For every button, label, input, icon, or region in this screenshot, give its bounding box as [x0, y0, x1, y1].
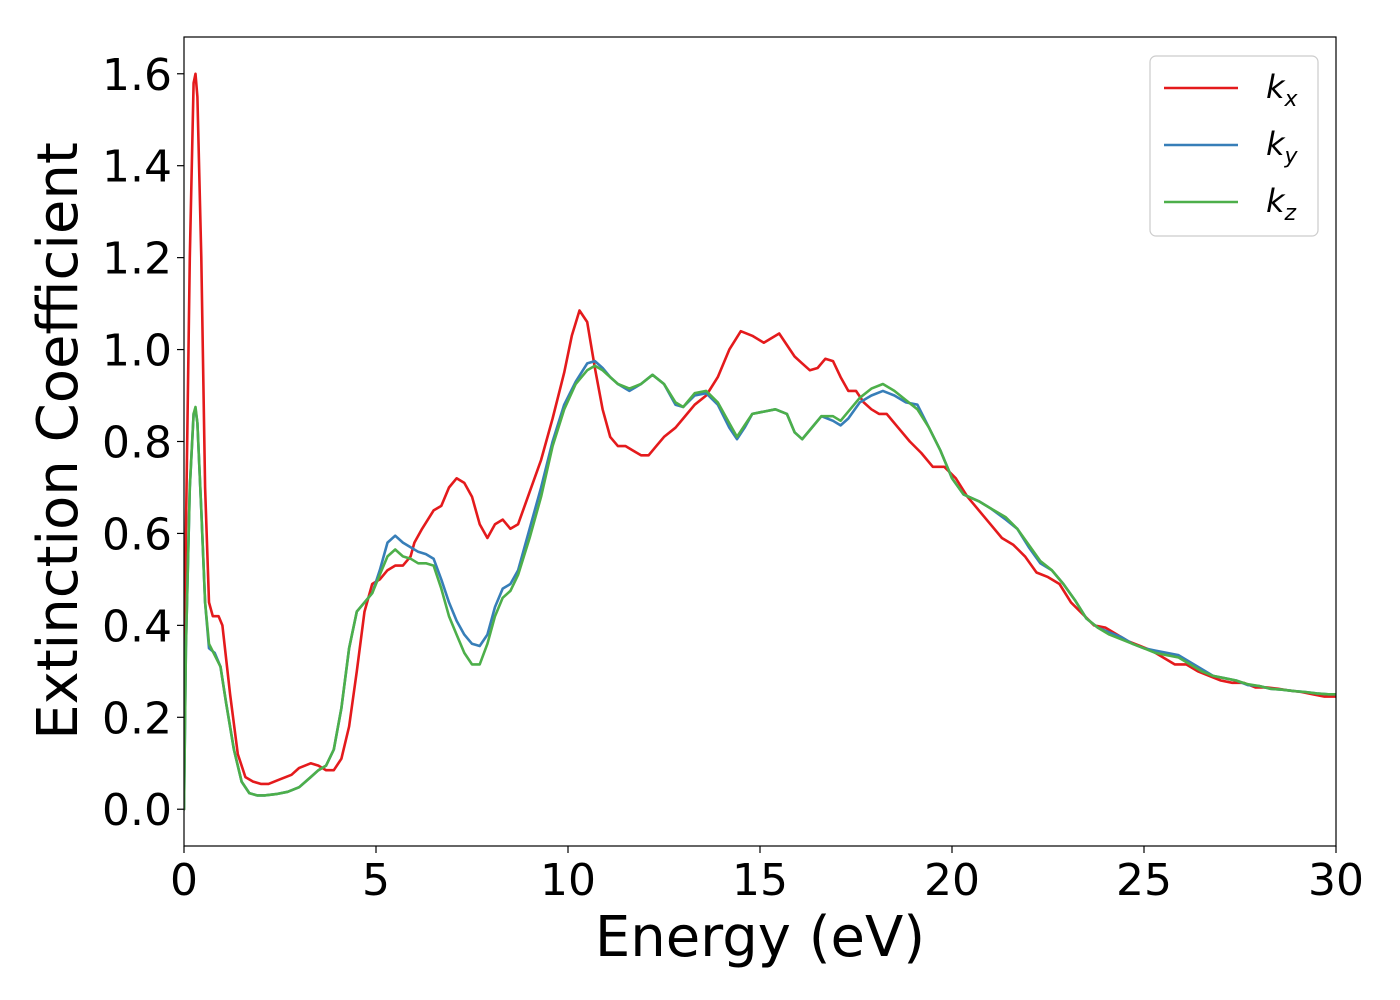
legend-label-y: ky — [1266, 125, 1299, 169]
x-tick-label: 10 — [540, 855, 596, 906]
y-axis-title: Extinction Coefficient — [26, 142, 91, 740]
series-layer — [184, 72, 1336, 811]
y-tick-label: 0.4 — [102, 601, 172, 652]
legend: kx ky kz — [1149, 55, 1319, 237]
series-line-z — [184, 364, 1336, 811]
y-tick-label: 1.6 — [102, 50, 172, 101]
x-tick-label: 15 — [732, 855, 788, 906]
y-tick-label: 1.2 — [102, 234, 172, 285]
y-tick-label: 0.8 — [102, 418, 172, 469]
x-axis-ticks: 0 5 10 15 20 25 30 — [170, 846, 1364, 906]
x-axis-title: Energy (eV) — [595, 905, 925, 970]
x-tick-label: 0 — [170, 855, 198, 906]
y-tick-label: 0.6 — [102, 509, 172, 560]
x-tick-label: 5 — [362, 855, 390, 906]
x-tick-label: 25 — [1116, 855, 1172, 906]
y-tick-label: 0.2 — [102, 693, 172, 744]
x-tick-label: 20 — [924, 855, 980, 906]
x-tick-label: 30 — [1308, 855, 1364, 906]
legend-label-x: kx — [1266, 68, 1299, 112]
legend-label-z: kz — [1266, 182, 1297, 226]
y-tick-label: 1.0 — [102, 326, 172, 377]
y-tick-label: 0.0 — [102, 785, 172, 836]
y-tick-label: 1.4 — [102, 142, 172, 193]
y-axis-ticks: 0.0 0.2 0.4 0.6 0.8 1.0 1.2 1.4 1.6 — [102, 50, 184, 836]
